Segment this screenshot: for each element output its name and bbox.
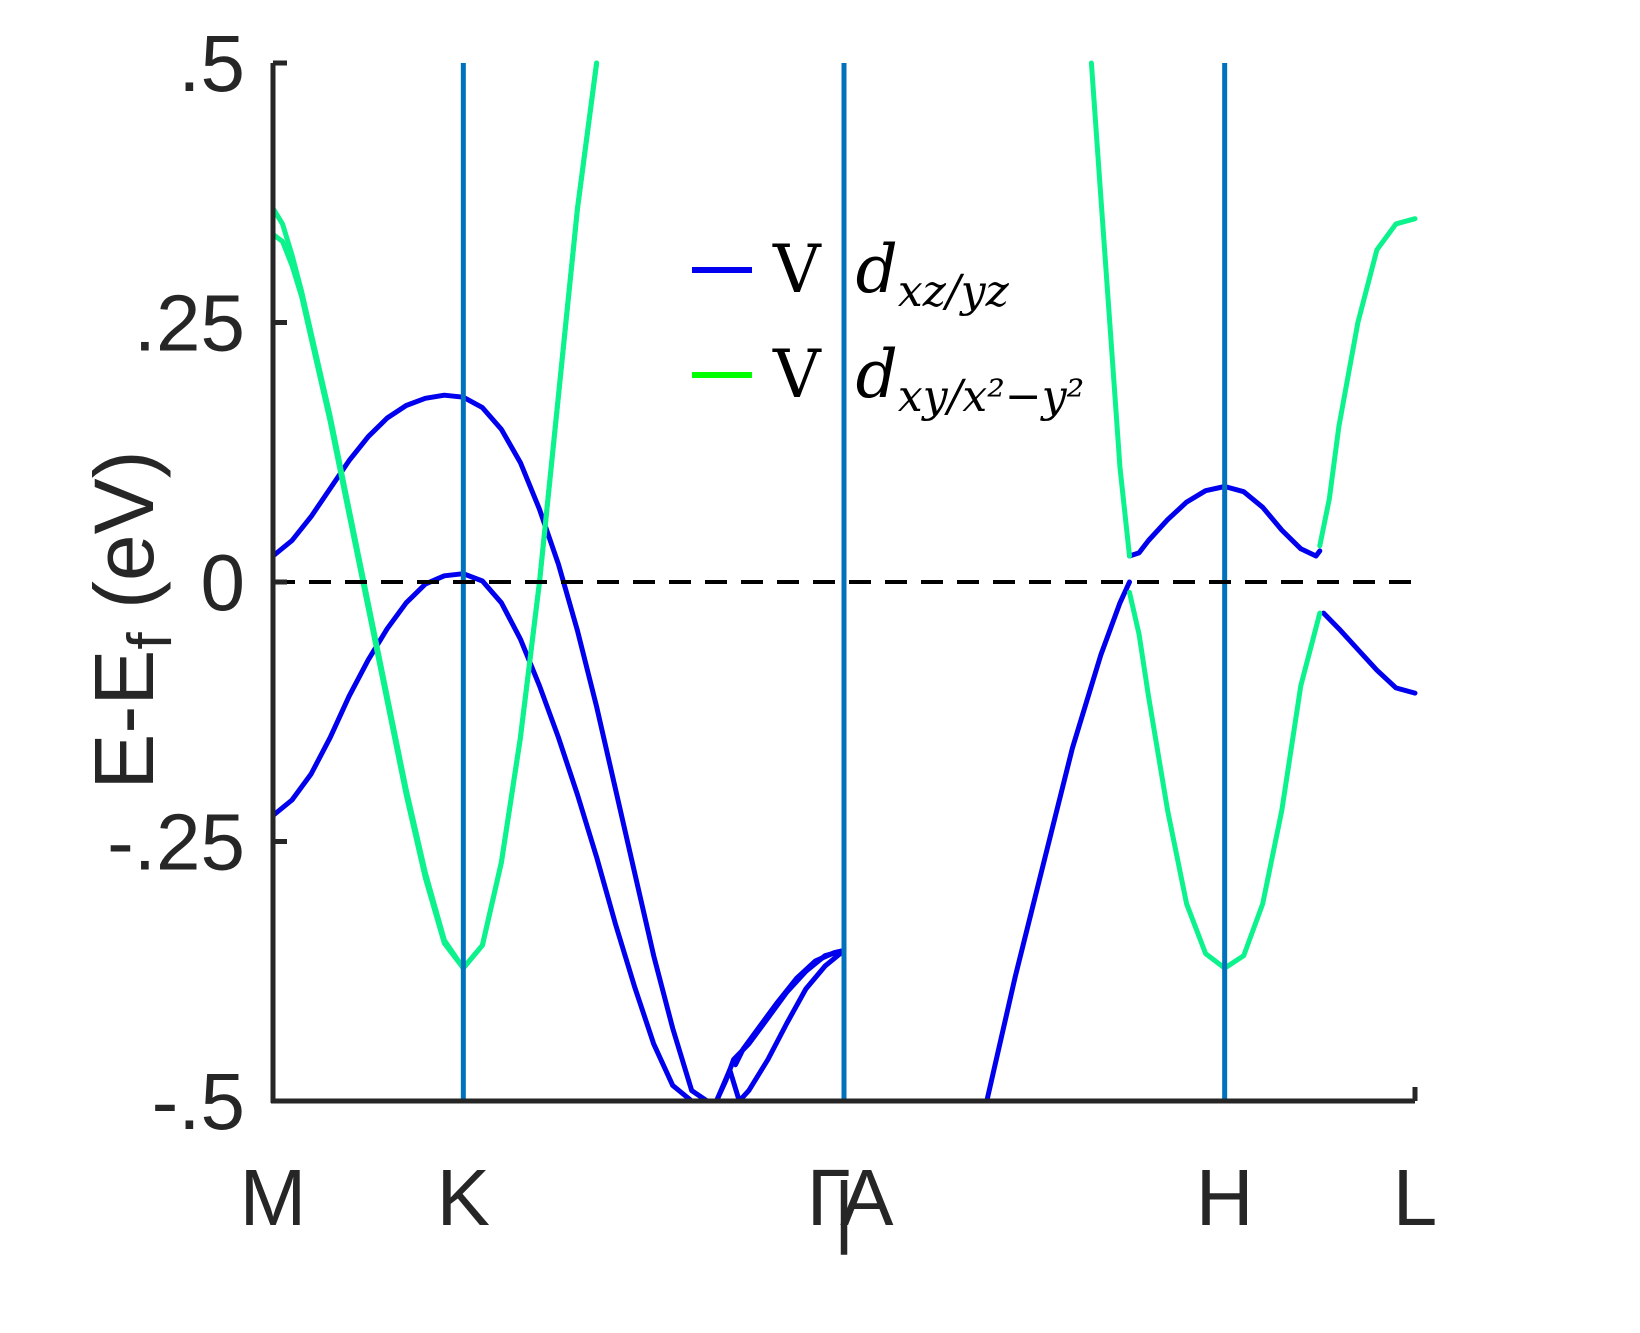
- band-line-5: [736, 948, 847, 1104]
- band-line-13: [1317, 216, 1418, 549]
- band-line-1: [270, 392, 710, 1104]
- band-series-group: [270, 60, 1418, 1104]
- band-line-10: [270, 60, 600, 971]
- y-tick-label-0: -.5: [152, 1057, 245, 1146]
- ylabel-subscript: f: [116, 632, 185, 650]
- y-tick-label-4: .5: [178, 19, 245, 108]
- x-tick-label-1: K: [437, 1153, 490, 1242]
- axes: [270, 60, 1418, 1104]
- x-tick-label-3: |: [834, 1166, 855, 1255]
- legend: V dxz/yz V dxy/x²−y²: [692, 231, 1084, 422]
- band-line-4: [733, 948, 847, 1068]
- x-tick-label-5: H: [1196, 1153, 1254, 1242]
- y-tick-label-1: -.25: [107, 798, 245, 887]
- x-tick-label-2: Γ: [807, 1153, 851, 1242]
- legend-entry-2: V dxy/x²−y²: [772, 336, 1084, 422]
- x-tick-label-6: L: [1393, 1153, 1438, 1242]
- ylabel-units: (eV): [77, 450, 171, 632]
- ylabel-main: E-E: [77, 650, 171, 790]
- band-line-2: [270, 571, 742, 1104]
- band-line-12: [1127, 589, 1323, 971]
- band-line-6: [984, 579, 1132, 1104]
- x-tick-label-4: A: [840, 1153, 894, 1242]
- band-line-8: [1321, 610, 1418, 696]
- y-axis-label: E-Ef (eV): [77, 450, 185, 789]
- y-tick-label-3: .25: [134, 279, 245, 368]
- svg-text:E-Ef (eV): E-Ef (eV): [77, 450, 185, 789]
- x-tick-labels: M K Γ|A H L: [240, 1153, 1438, 1255]
- band-line-11: [1088, 60, 1132, 559]
- band-line-3: [714, 948, 847, 1104]
- y-tick-label-2: 0: [201, 538, 246, 627]
- x-tick-label-0: M: [240, 1153, 307, 1242]
- y-tick-labels: -.5 -.25 0 .25 .5: [107, 19, 245, 1146]
- legend-entry-1: V dxz/yz: [772, 231, 1010, 317]
